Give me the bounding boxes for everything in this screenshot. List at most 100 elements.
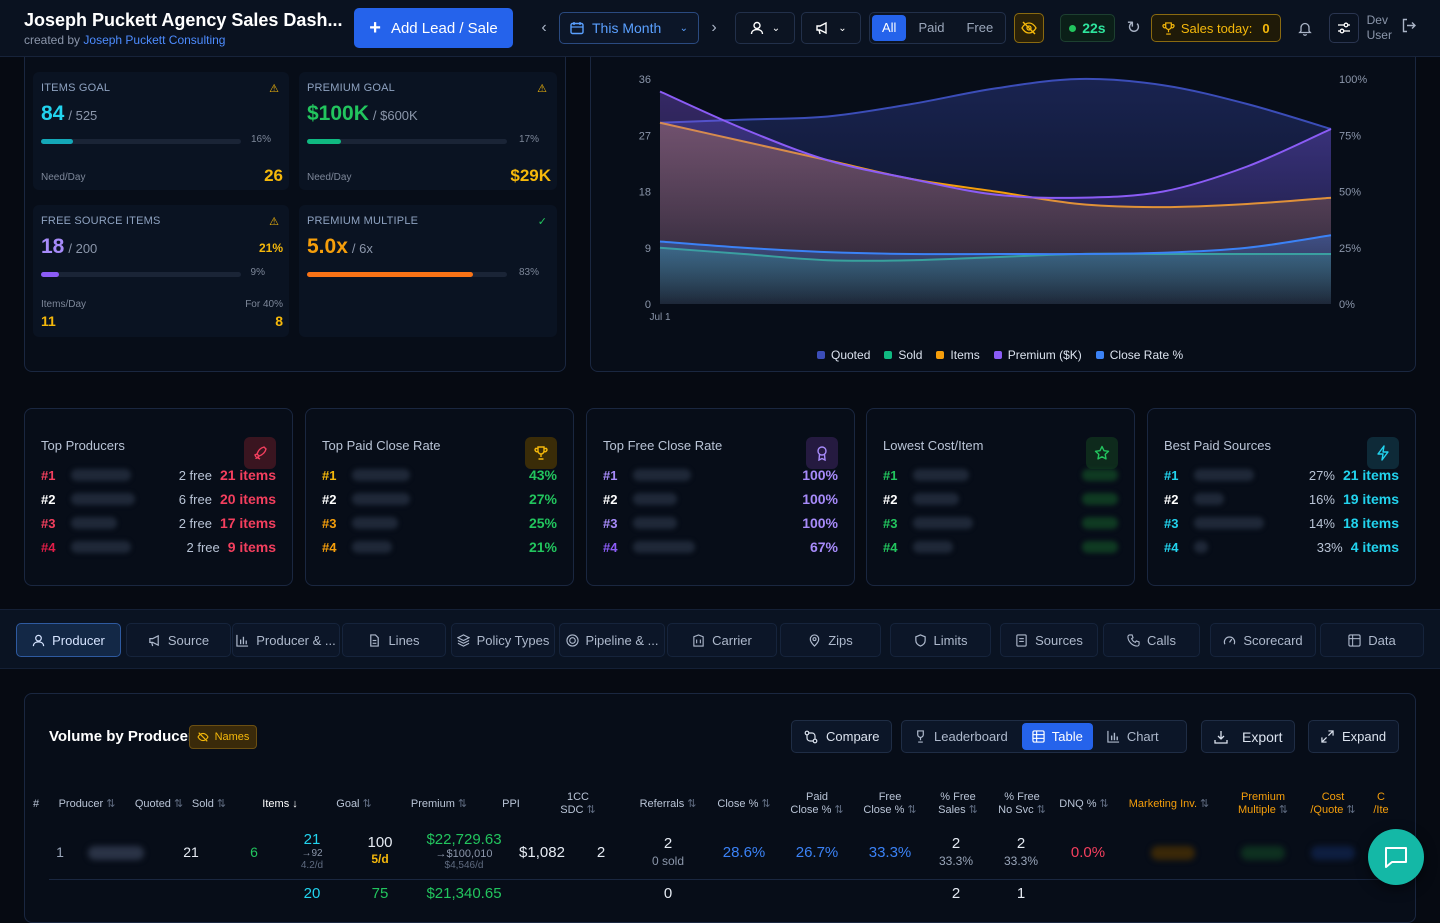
filter-all[interactable]: All	[872, 15, 907, 41]
user-menu[interactable]: Dev User	[1367, 13, 1399, 43]
top-card-row[interactable]: #1 100%	[603, 465, 838, 485]
table-cell: 1	[56, 844, 64, 860]
redacted-name	[633, 469, 691, 481]
legend-item[interactable]: Items	[936, 348, 980, 362]
top-card-row[interactable]: #1 2 free 21 items	[41, 465, 276, 485]
column-header[interactable]: Goal ⇅	[336, 798, 371, 811]
column-header[interactable]: Quoted ⇅	[135, 798, 183, 811]
column-header[interactable]: 1CC SDC ⇅	[560, 791, 595, 817]
top-card-row[interactable]: #4 2 free 9 items	[41, 537, 276, 557]
top-card-row[interactable]: #1 43%	[322, 465, 557, 485]
column-header[interactable]: C/Ite	[1373, 791, 1388, 817]
producer-filter[interactable]: ⌄	[735, 12, 795, 44]
legend-label: Items	[950, 348, 980, 362]
export-button[interactable]: Export	[1201, 720, 1296, 753]
column-header[interactable]: DNQ % ⇅	[1059, 798, 1109, 811]
tab-calls[interactable]: Calls	[1103, 623, 1200, 657]
map-pin-icon	[808, 633, 821, 647]
column-header[interactable]: Referrals ⇅	[640, 798, 697, 811]
top-card-row[interactable]: #3 25%	[322, 513, 557, 533]
tab-label: Zips	[828, 632, 853, 648]
tab-source[interactable]: Source	[126, 623, 231, 657]
column-header[interactable]: Paid Close % ⇅	[790, 791, 843, 817]
top-card-row[interactable]: #3 2 free 17 items	[41, 513, 276, 533]
column-header[interactable]: Premium ⇅	[411, 798, 467, 811]
tab-label: Source	[167, 632, 210, 648]
author-link[interactable]: Joseph Puckett Consulting	[83, 32, 226, 47]
date-range-select[interactable]: This Month ⌄	[559, 12, 699, 44]
column-header[interactable]: Marketing Inv. ⇅	[1129, 798, 1210, 811]
tab-limits[interactable]: Limits	[890, 623, 991, 657]
chart-view[interactable]: Chart	[1097, 723, 1169, 750]
legend-item[interactable]: Close Rate %	[1095, 348, 1183, 362]
redacted-name	[913, 517, 973, 529]
top-card-row[interactable]: #4 33% 4 items	[1164, 537, 1399, 557]
add-lead-button[interactable]: + Add Lead / Sale	[354, 8, 513, 48]
column-header[interactable]: PPI	[502, 798, 520, 811]
chat-button[interactable]	[1368, 829, 1424, 885]
legend-item[interactable]: Premium ($K)	[993, 348, 1082, 362]
prev-period-button[interactable]: ‹	[541, 19, 547, 36]
column-header[interactable]: Cost/Quote ⇅	[1310, 791, 1355, 817]
column-header[interactable]: Free Close % ⇅	[863, 791, 916, 817]
top-card-row[interactable]: #2 16% 19 items	[1164, 489, 1399, 509]
column-header[interactable]: % Free Sales ⇅	[938, 791, 978, 817]
refresh-icon[interactable]: ↻	[1126, 18, 1141, 37]
tab-data[interactable]: Data	[1320, 623, 1424, 657]
top-card-row[interactable]: #2	[883, 489, 1118, 509]
filter-free[interactable]: Free	[966, 20, 994, 35]
tab-label: Lines	[388, 632, 420, 648]
user-first: Dev	[1366, 13, 1388, 27]
next-period-button[interactable]: ›	[711, 19, 717, 36]
names-badge[interactable]: Names	[189, 725, 257, 749]
column-header[interactable]: Premium Multiple ⇅	[1238, 791, 1288, 817]
top-card-row[interactable]: #2 27%	[322, 489, 557, 509]
column-header[interactable]: Producer ⇅	[59, 798, 116, 811]
tab-producer[interactable]: Producer	[16, 623, 121, 657]
tab-carrier[interactable]: Carrier	[667, 623, 777, 657]
column-header[interactable]: #	[33, 798, 39, 811]
top-card-row[interactable]: #4 21%	[322, 537, 557, 557]
tab-zips[interactable]: Zips	[780, 623, 881, 657]
top-card-row[interactable]: #4	[883, 537, 1118, 557]
top-card-row[interactable]: #3 14% 18 items	[1164, 513, 1399, 533]
expand-button[interactable]: Expand	[1308, 720, 1400, 753]
tab-pipeline[interactable]: Pipeline & ...	[559, 623, 665, 657]
redacted-name	[352, 541, 392, 553]
column-header[interactable]: Close % ⇅	[717, 798, 770, 811]
tab-lines[interactable]: Lines	[342, 623, 446, 657]
bell-icon[interactable]	[1295, 21, 1315, 36]
tab-scorecard[interactable]: Scorecard	[1210, 623, 1316, 657]
leaderboard-view[interactable]: Leaderboard	[904, 723, 1018, 750]
column-header[interactable]: Sold ⇅	[192, 798, 226, 811]
settings-button[interactable]	[1328, 13, 1359, 43]
table-cell: 1	[1016, 885, 1026, 902]
logout-icon[interactable]	[1401, 18, 1417, 38]
series-line-close-rate-	[659, 234, 1332, 256]
top-card-row[interactable]: #2 6 free 20 items	[41, 489, 276, 509]
top-card-row[interactable]: #3	[883, 513, 1118, 533]
table-view[interactable]: Table	[1021, 723, 1093, 750]
top-card-row[interactable]: #3 100%	[603, 513, 838, 533]
column-header[interactable]: % Free No Svc ⇅	[998, 791, 1046, 817]
top-card-row[interactable]: #2 100%	[603, 489, 838, 509]
compare-button[interactable]: Compare	[791, 720, 893, 753]
legend-item[interactable]: Quoted	[817, 348, 870, 362]
column-header[interactable]: Items ↓	[262, 798, 297, 811]
tab-producer[interactable]: Producer & ...	[232, 623, 340, 657]
top-card-row[interactable]: #1 27% 21 items	[1164, 465, 1399, 485]
source-filter[interactable]: ⌄	[801, 12, 861, 44]
column-header-label: PPI	[502, 798, 520, 810]
sales-today-badge[interactable]: Sales today: 0	[1150, 14, 1281, 42]
top-card-row[interactable]: #1	[883, 465, 1118, 485]
tab-sources[interactable]: Sources	[1000, 623, 1098, 657]
hide-names-toggle[interactable]	[1014, 13, 1045, 43]
progress-fill	[307, 139, 341, 144]
top-card-row[interactable]: #4 67%	[603, 537, 838, 557]
legend-item[interactable]: Sold	[884, 348, 922, 362]
progress-pct: 17%	[518, 134, 539, 145]
row-value: 25%	[528, 515, 557, 531]
sales-today-value: 0	[1262, 20, 1270, 36]
tab-policy-types[interactable]: Policy Types	[451, 623, 555, 657]
filter-paid[interactable]: Paid	[918, 20, 945, 35]
